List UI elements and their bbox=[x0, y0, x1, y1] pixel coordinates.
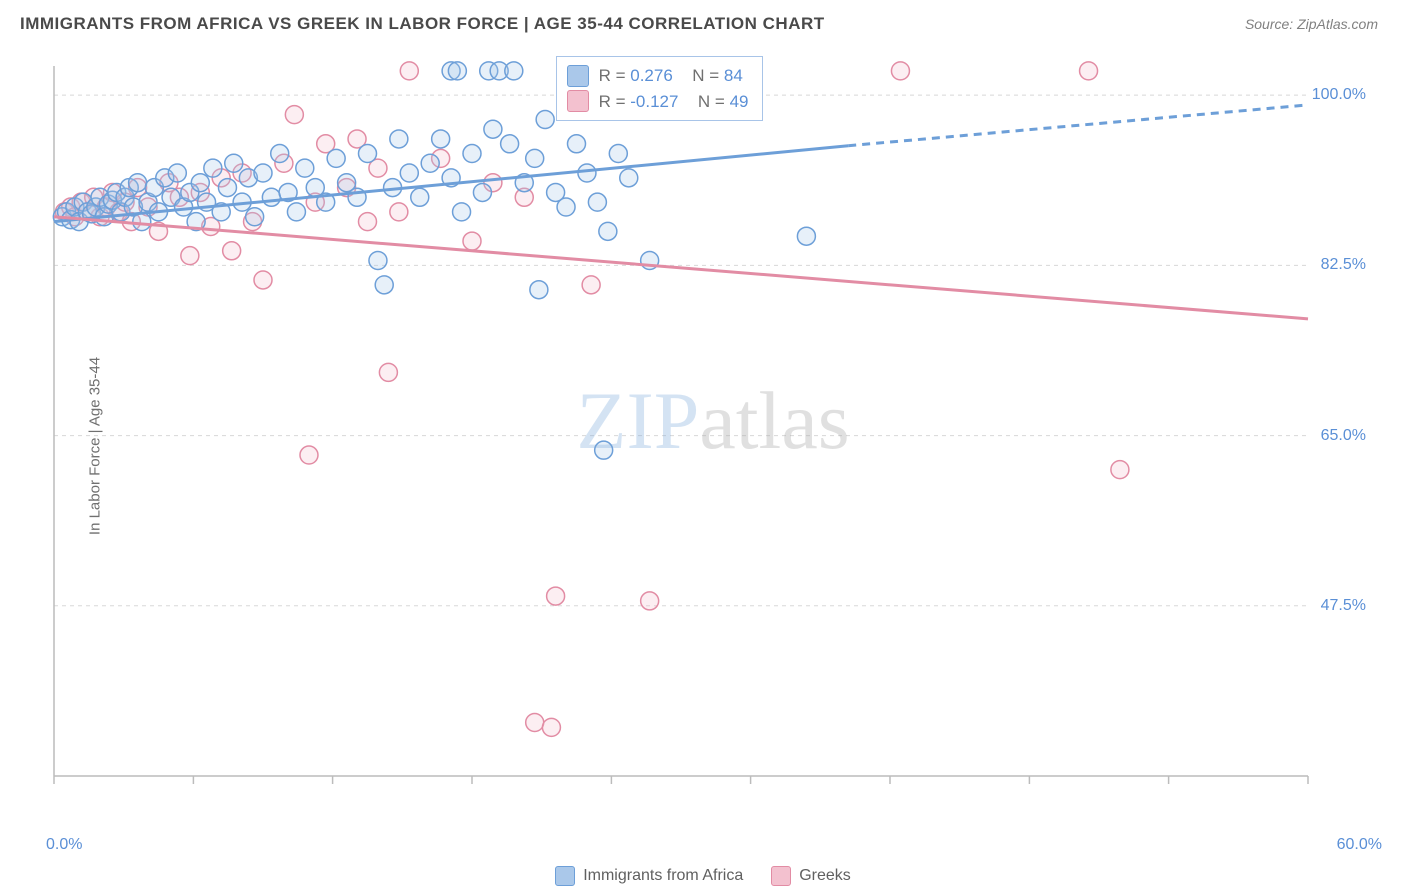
x-axis-max-label: 60.0% bbox=[1337, 836, 1382, 854]
stats-row: R = 0.276 N = 84 bbox=[567, 63, 749, 89]
x-axis-min-label: 0.0% bbox=[46, 836, 82, 854]
y-tick-label: 47.5% bbox=[1321, 597, 1366, 615]
stats-r: R = 0.276 bbox=[599, 63, 673, 89]
chart-plot-area: ZIPatlas R = 0.276 N = 84R = -0.127 N = … bbox=[48, 56, 1378, 816]
stats-r: R = -0.127 bbox=[599, 89, 679, 115]
stats-swatch bbox=[567, 65, 589, 87]
y-tick-label: 100.0% bbox=[1312, 86, 1366, 104]
stats-n: N = 49 bbox=[688, 89, 748, 115]
legend-item-africa: Immigrants from Africa bbox=[555, 866, 743, 886]
stats-swatch bbox=[567, 90, 589, 112]
legend-label-greeks: Greeks bbox=[799, 867, 851, 885]
stats-legend-box: R = 0.276 N = 84R = -0.127 N = 49 bbox=[556, 56, 764, 121]
scatter-svg bbox=[48, 56, 1378, 816]
legend-swatch-greeks bbox=[771, 866, 791, 886]
source-name: ZipAtlas.com bbox=[1297, 16, 1378, 32]
source-attribution: Source: ZipAtlas.com bbox=[1245, 16, 1378, 32]
legend-label-africa: Immigrants from Africa bbox=[583, 867, 743, 885]
y-tick-label: 82.5% bbox=[1321, 256, 1366, 274]
chart-title: IMMIGRANTS FROM AFRICA VS GREEK IN LABOR… bbox=[20, 14, 825, 33]
legend-swatch-africa bbox=[555, 866, 575, 886]
stats-n: N = 84 bbox=[683, 63, 743, 89]
source-prefix: Source: bbox=[1245, 16, 1297, 32]
legend-item-greeks: Greeks bbox=[771, 866, 851, 886]
y-tick-label: 65.0% bbox=[1321, 427, 1366, 445]
bottom-legend: Immigrants from Africa Greeks bbox=[0, 866, 1406, 886]
stats-row: R = -0.127 N = 49 bbox=[567, 89, 749, 115]
